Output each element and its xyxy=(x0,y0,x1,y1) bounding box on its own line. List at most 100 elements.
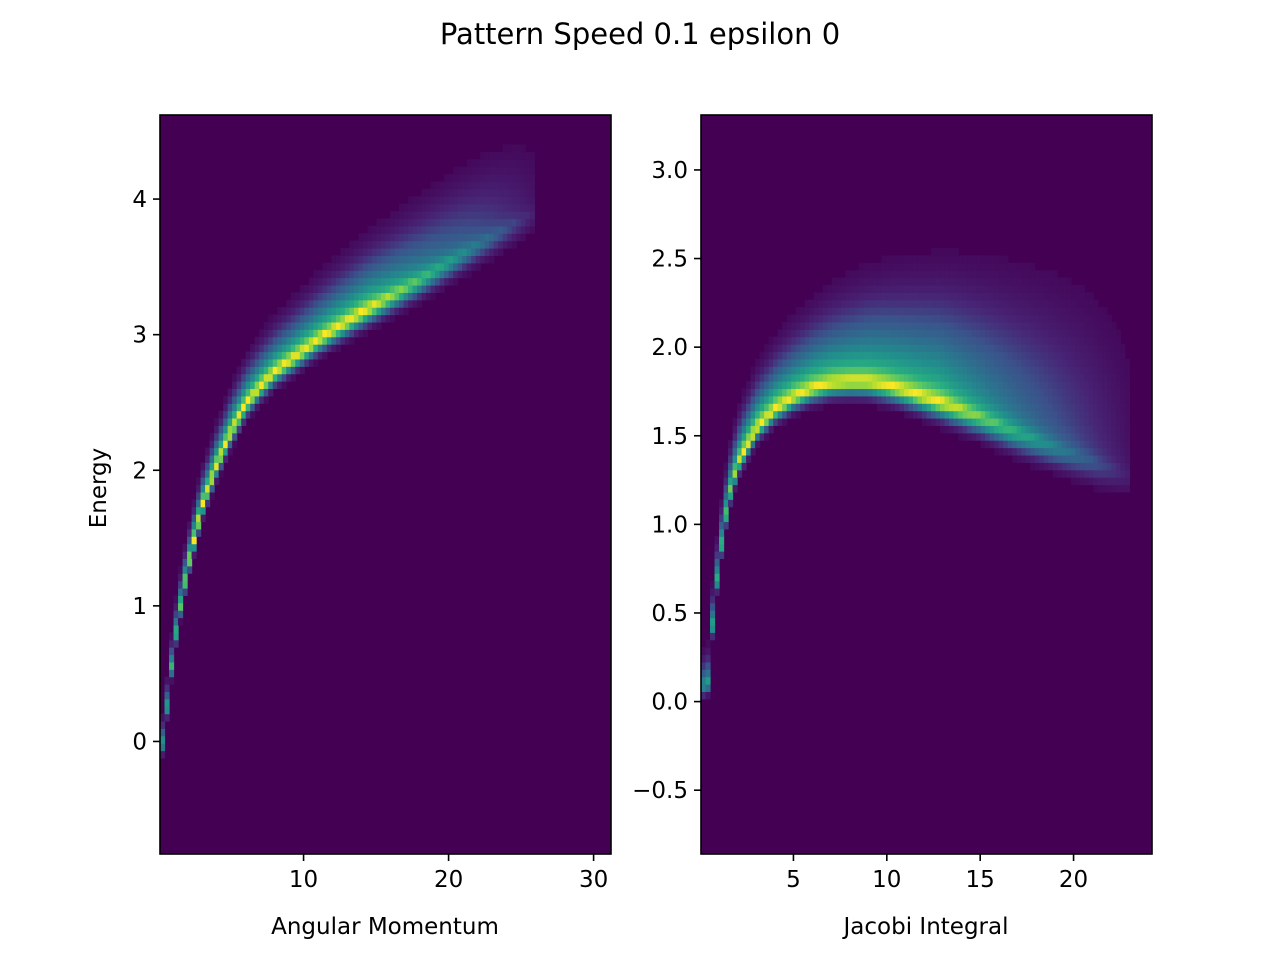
histogram-cell xyxy=(1061,358,1067,367)
histogram-cell xyxy=(412,284,418,293)
histogram-cell xyxy=(768,344,774,353)
histogram-cell xyxy=(326,314,332,323)
histogram-cell xyxy=(958,329,964,338)
histogram-cell xyxy=(863,277,869,286)
histogram-cell xyxy=(295,299,301,308)
histogram-cell xyxy=(903,299,910,308)
histogram-cell xyxy=(250,395,256,404)
histogram-cell xyxy=(1039,381,1045,390)
histogram-cell xyxy=(1102,432,1108,441)
histogram-cell xyxy=(998,366,1004,375)
histogram-cell xyxy=(268,388,274,397)
histogram-cell xyxy=(489,188,495,197)
histogram-cell xyxy=(813,344,819,353)
histogram-cell xyxy=(1061,454,1067,463)
histogram-cell xyxy=(1021,366,1027,375)
histogram-cell xyxy=(1052,336,1058,345)
histogram-cell xyxy=(286,314,292,323)
histogram-cell xyxy=(412,203,418,212)
histogram-cell xyxy=(1075,336,1081,345)
histogram-cell xyxy=(953,262,959,271)
histogram-cell xyxy=(845,381,851,390)
histogram-cell xyxy=(272,366,278,375)
histogram-cell xyxy=(881,284,887,293)
histogram-cell xyxy=(1043,410,1049,419)
histogram-cell xyxy=(250,366,256,375)
histogram-cell xyxy=(1012,284,1018,293)
histogram-cell xyxy=(782,403,788,412)
histogram-cell xyxy=(380,314,387,323)
histogram-cell xyxy=(899,299,905,308)
histogram-cell xyxy=(822,329,828,338)
histogram-cell xyxy=(863,314,869,323)
histogram-cell xyxy=(254,403,260,412)
histogram-cell xyxy=(971,277,977,286)
histogram-cell xyxy=(466,188,472,197)
histogram-cell xyxy=(921,284,928,293)
histogram-cell xyxy=(876,262,882,271)
histogram-cell xyxy=(827,336,833,345)
histogram-cell xyxy=(1052,292,1058,301)
histogram-cell xyxy=(1102,410,1108,419)
histogram-cell xyxy=(890,314,896,323)
histogram-cell xyxy=(480,188,486,197)
histogram-cell xyxy=(169,661,175,670)
histogram-cell xyxy=(791,373,797,382)
histogram-cell xyxy=(926,255,932,264)
histogram-cell xyxy=(182,580,188,589)
histogram-cell xyxy=(335,284,341,293)
histogram-cell xyxy=(1097,314,1103,323)
histogram-cell xyxy=(1102,373,1108,382)
y-tick-label: 2 xyxy=(132,458,147,484)
histogram-cell xyxy=(989,410,995,419)
histogram-cell xyxy=(831,351,837,360)
histogram-cell xyxy=(777,381,783,390)
histogram-cell xyxy=(475,196,481,205)
histogram-cell xyxy=(998,329,1004,338)
histogram-cell xyxy=(935,277,941,286)
histogram-cell xyxy=(836,307,842,316)
histogram-cell xyxy=(976,262,982,271)
histogram-cell xyxy=(457,203,463,212)
histogram-cell xyxy=(1003,336,1009,345)
histogram-cell xyxy=(1030,284,1036,293)
histogram-cell xyxy=(885,358,892,367)
histogram-cell xyxy=(417,284,423,293)
histogram-cell xyxy=(804,314,810,323)
histogram-cell xyxy=(849,336,855,345)
histogram-cell xyxy=(1007,329,1013,338)
histogram-cell xyxy=(827,344,833,353)
histogram-cell xyxy=(471,188,477,197)
histogram-cell xyxy=(385,218,391,227)
histogram-cell xyxy=(520,159,526,168)
histogram-cell xyxy=(1012,262,1018,271)
histogram-cell xyxy=(1025,277,1031,286)
histogram-cell xyxy=(1016,432,1022,441)
histogram-cell xyxy=(245,373,251,382)
histogram-cell xyxy=(849,358,855,367)
histogram-cell xyxy=(313,321,319,330)
histogram-cell xyxy=(317,299,323,308)
histogram-cell xyxy=(453,196,459,205)
histogram-cell xyxy=(358,321,364,330)
histogram-cell xyxy=(218,417,224,426)
histogram-cell xyxy=(408,203,414,212)
histogram-cell xyxy=(507,218,513,227)
histogram-cell xyxy=(858,395,864,404)
histogram-cell xyxy=(881,344,887,353)
histogram-cell xyxy=(921,417,928,426)
histogram-cell xyxy=(917,403,923,412)
y-tick-label: 1.5 xyxy=(651,424,688,450)
histogram-cell xyxy=(827,395,833,404)
histogram-cell xyxy=(421,233,427,242)
histogram-cell xyxy=(304,336,310,345)
histogram-cell xyxy=(218,462,224,471)
histogram-cell xyxy=(457,166,463,175)
histogram-cell xyxy=(1075,454,1081,463)
histogram-cell xyxy=(390,211,396,220)
histogram-cell xyxy=(764,351,770,360)
histogram-cell xyxy=(308,277,314,286)
histogram-cell xyxy=(962,381,968,390)
histogram-cell xyxy=(980,351,986,360)
histogram-cell xyxy=(403,225,409,234)
